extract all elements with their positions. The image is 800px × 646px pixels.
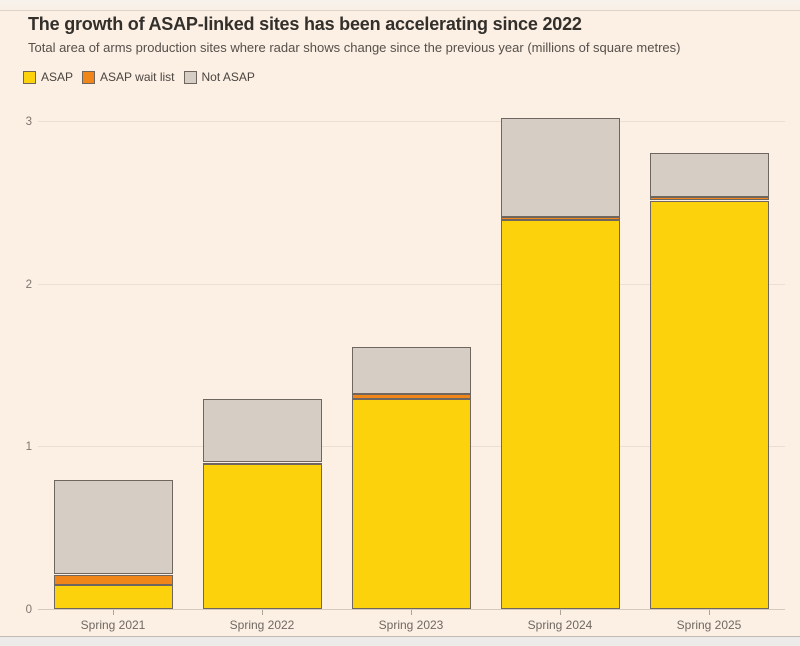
xtick-label: Spring 2025 xyxy=(676,618,742,632)
bar-segment xyxy=(650,201,769,609)
bar-segment xyxy=(54,585,173,609)
chart-title: The growth of ASAP-linked sites has been… xyxy=(28,14,582,34)
xtick xyxy=(709,610,710,615)
gridline-y-2 xyxy=(38,284,785,285)
not-asap-swatch-icon xyxy=(183,70,197,84)
asap-swatch-icon xyxy=(23,70,36,84)
gridline-y-0 xyxy=(38,609,785,610)
legend-item-asap-wait-list: ASAP wait list xyxy=(82,70,175,84)
bar-segment xyxy=(650,153,769,197)
bar-segment xyxy=(501,118,620,217)
legend-item-not-asap: Not ASAP xyxy=(183,70,255,84)
legend-label-asap-wait-list: ASAP wait list xyxy=(100,70,175,84)
xtick-label: Spring 2021 xyxy=(80,618,146,632)
ytick-label-2: 2 xyxy=(25,278,32,291)
xtick xyxy=(113,610,114,615)
xtick xyxy=(262,610,263,615)
bar-segment xyxy=(352,399,471,609)
xtick-label: Spring 2022 xyxy=(229,618,295,632)
ytick-label-0: 0 xyxy=(25,603,32,616)
bar-segment xyxy=(203,399,322,462)
bar-segment xyxy=(650,197,769,200)
bar-segment xyxy=(54,575,173,585)
xtick-label: Spring 2024 xyxy=(527,618,593,632)
bar-segment xyxy=(54,480,173,574)
bar-segment xyxy=(203,464,322,609)
bar-segment xyxy=(352,347,471,394)
bar-segment xyxy=(352,394,471,399)
bar-segment xyxy=(203,463,322,465)
window-top-edge xyxy=(0,0,800,11)
gridline-y-3 xyxy=(38,121,785,122)
ytick-label-1: 1 xyxy=(25,440,32,453)
bar-segment xyxy=(501,220,620,609)
legend: ASAP ASAP wait list Not ASAP xyxy=(23,70,264,84)
xtick-label: Spring 2023 xyxy=(378,618,444,632)
xtick xyxy=(560,610,561,615)
legend-label-asap: ASAP xyxy=(41,70,74,84)
ytick-label-3: 3 xyxy=(25,115,32,128)
chart-subtitle: Total area of arms production sites wher… xyxy=(28,40,681,55)
legend-item-asap: ASAP xyxy=(23,70,73,84)
xtick xyxy=(411,610,412,615)
window-bottom-edge xyxy=(0,636,800,646)
asap-wait-list-swatch-icon xyxy=(82,70,96,84)
bar-segment xyxy=(501,217,620,220)
legend-label-not-asap: Not ASAP xyxy=(201,70,255,84)
